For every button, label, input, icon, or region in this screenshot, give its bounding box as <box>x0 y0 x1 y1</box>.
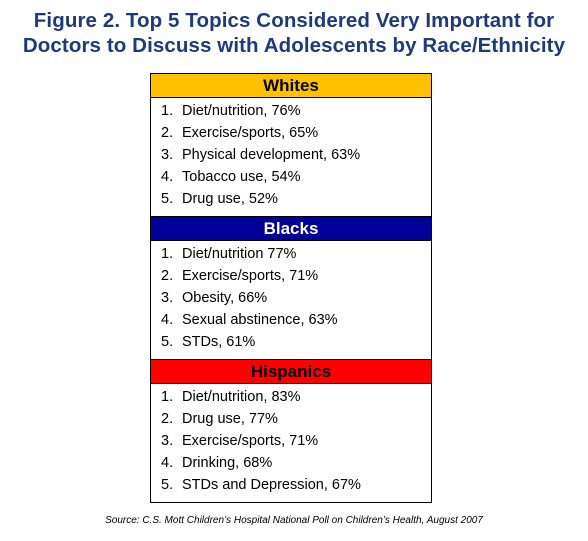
item-text: Drug use, 52% <box>182 191 278 207</box>
item-number: 1. <box>161 246 174 262</box>
item-number: 2. <box>161 268 174 284</box>
item-text: STDs, 61% <box>182 334 256 350</box>
item-number: 4. <box>161 455 174 471</box>
item-number: 1. <box>161 389 174 405</box>
list-item: 1. Diet/nutrition, 83% <box>161 386 431 408</box>
item-text: Exercise/sports, 71% <box>182 433 319 449</box>
list-item: 3. Exercise/sports, 71% <box>161 430 431 452</box>
item-number: 5. <box>161 477 174 493</box>
group-list-whites: 1. Diet/nutrition, 76% 2. Exercise/sports,… <box>151 98 431 216</box>
figure-title-line-1: Figure 2. Top 5 Topics Considered Very I… <box>33 9 555 32</box>
figure-title-line-2: Doctors to Discuss with Adolescents by R… <box>22 34 566 57</box>
list-item: 5. STDs and Depression, 67% <box>161 474 431 496</box>
list-item: 2. Exercise/sports, 71% <box>161 265 431 287</box>
list-item: 5. Drug use, 52% <box>161 188 431 210</box>
item-number: 1. <box>161 103 174 119</box>
group-header-whites: Whites <box>151 73 431 98</box>
item-number: 3. <box>161 147 174 163</box>
list-item: 1. Diet/nutrition, 76% <box>161 100 431 122</box>
group-header-blacks: Blacks <box>151 216 431 241</box>
list-item: 3. Physical development, 63% <box>161 144 431 166</box>
list-item: 2. Exercise/sports, 65% <box>161 122 431 144</box>
item-number: 2. <box>161 125 174 141</box>
item-text: Drug use, 77% <box>182 411 278 427</box>
item-number: 5. <box>161 334 174 350</box>
item-text: Diet/nutrition, 83% <box>182 389 301 405</box>
source-note: Source: C.S. Mott Children’s Hospital Na… <box>105 515 483 526</box>
list-item: 2. Drug use, 77% <box>161 408 431 430</box>
item-text: Sexual abstinence, 63% <box>182 312 338 328</box>
item-text: Exercise/sports, 71% <box>182 268 319 284</box>
item-text: Diet/nutrition 77% <box>182 246 297 262</box>
list-item: 3. Obesity, 66% <box>161 287 431 309</box>
group-list-blacks: 1. Diet/nutrition 77% 2. Exercise/sports, … <box>151 241 431 359</box>
list-item: 5. STDs, 61% <box>161 331 431 353</box>
item-number: 5. <box>161 191 174 207</box>
list-item: 4. Sexual abstinence, 63% <box>161 309 431 331</box>
item-number: 3. <box>161 433 174 449</box>
item-text: STDs and Depression, 67% <box>182 477 361 493</box>
item-text: Obesity, 66% <box>182 290 268 306</box>
item-text: Diet/nutrition, 76% <box>182 103 301 119</box>
list-item: 1. Diet/nutrition 77% <box>161 243 431 265</box>
item-number: 4. <box>161 169 174 185</box>
group-header-hispanics: Hispanics <box>151 359 431 384</box>
item-number: 2. <box>161 411 174 427</box>
group-list-hispanics: 1. Diet/nutrition, 83% 2. Drug use, 77% 3.… <box>151 384 431 502</box>
item-text: Exercise/sports, 65% <box>182 125 319 141</box>
figure-title: Figure 2. Top 5 Topics Considered Very I… <box>0 8 588 58</box>
list-item: 4. Tobacco use, 54% <box>161 166 431 188</box>
topics-table: Whites 1. Diet/nutrition, 76% 2. Exercise/… <box>150 73 432 503</box>
item-number: 4. <box>161 312 174 328</box>
item-text: Drinking, 68% <box>182 455 273 471</box>
list-item: 4. Drinking, 68% <box>161 452 431 474</box>
item-number: 3. <box>161 290 174 306</box>
item-text: Physical development, 63% <box>182 147 361 163</box>
item-text: Tobacco use, 54% <box>182 169 301 185</box>
